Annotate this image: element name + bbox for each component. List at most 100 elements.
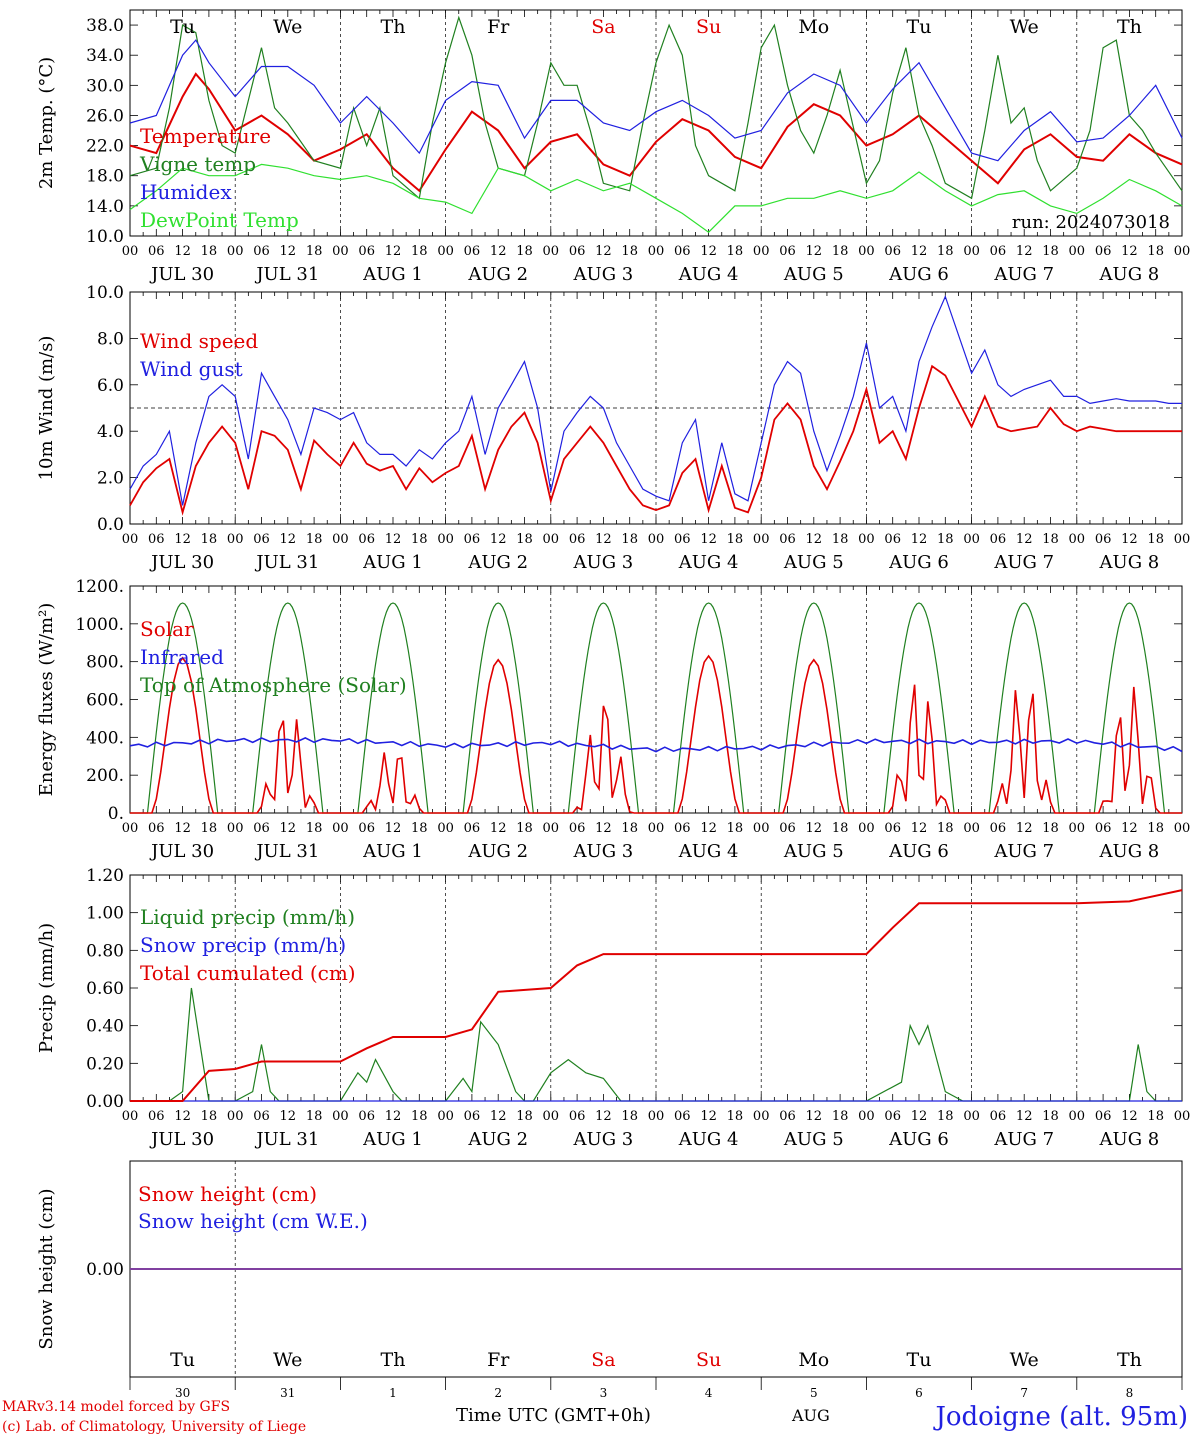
hour-tick-label: 00 [963, 1109, 980, 1124]
hour-tick-label: 18 [937, 532, 954, 547]
weekday-label: Tu [907, 1349, 932, 1371]
date-label: AUG 8 [1099, 841, 1160, 862]
date-label: AUG 3 [573, 264, 634, 285]
weekday-label: Th [1117, 1349, 1142, 1371]
day-number: 8 [1126, 1386, 1134, 1400]
hour-tick-label: 00 [753, 532, 770, 547]
hour-tick-label: 00 [543, 532, 560, 547]
hour-tick-label: 06 [358, 532, 375, 547]
hour-tick-label: 06 [990, 244, 1007, 259]
hour-tick-label: 12 [490, 1109, 507, 1124]
hour-tick-label: 12 [490, 244, 507, 259]
hour-tick-label: 18 [832, 532, 849, 547]
series-line [129, 15, 1183, 200]
legend-entry: Snow height (cm W.E.) [138, 1209, 368, 1233]
weekday-label: Th [1117, 16, 1142, 38]
date-label: AUG 6 [888, 264, 949, 285]
weekday-label: Mo [798, 16, 829, 38]
date-label: AUG 5 [783, 1129, 844, 1150]
weekday-label: Su [696, 1349, 721, 1371]
hour-tick-label: 06 [990, 1109, 1007, 1124]
hour-tick-label: 18 [727, 532, 744, 547]
hour-tick-label: 12 [911, 532, 928, 547]
day-number: 31 [280, 1386, 295, 1400]
y-tick-label: 0.40 [86, 1017, 124, 1037]
y-tick-label: 14.0 [86, 197, 124, 217]
y-tick-label: 4.0 [97, 422, 124, 442]
hour-tick-label: 00 [1069, 1109, 1086, 1124]
hour-tick-label: 18 [832, 1109, 849, 1124]
hour-tick-label: 18 [201, 532, 218, 547]
hour-tick-label: 12 [911, 244, 928, 259]
y-tick-label: 200. [86, 766, 124, 786]
hour-tick-label: 12 [174, 821, 191, 836]
hour-tick-label: 06 [990, 821, 1007, 836]
location-title: Jodoigne (alt. 95m) [935, 1402, 1188, 1432]
date-label: AUG 2 [467, 1129, 528, 1150]
hour-tick-label: 12 [385, 532, 402, 547]
series-line [129, 737, 1183, 753]
hour-tick-label: 00 [858, 244, 875, 259]
hour-tick-label: 06 [779, 821, 796, 836]
y-tick-label: 34.0 [86, 46, 124, 66]
hour-tick-label: 18 [306, 1109, 323, 1124]
hour-tick-label: 00 [122, 244, 139, 259]
date-label: AUG 8 [1099, 552, 1160, 573]
date-label: JUL 30 [149, 552, 214, 573]
y-tick-label: 30.0 [86, 76, 124, 96]
date-label: JUL 30 [149, 1129, 214, 1150]
weekday-label: We [273, 16, 302, 38]
weekday-label: We [1010, 16, 1039, 38]
hour-tick-label: 18 [516, 532, 533, 547]
hour-tick-label: 12 [806, 532, 823, 547]
hour-tick-label: 12 [806, 244, 823, 259]
hour-tick-label: 12 [490, 821, 507, 836]
hour-tick-label: 06 [1095, 821, 1112, 836]
hour-tick-label: 18 [1042, 1109, 1059, 1124]
y-tick-label: 400. [86, 728, 124, 748]
hour-tick-label: 00 [227, 1109, 244, 1124]
hour-tick-label: 06 [1095, 532, 1112, 547]
hour-tick-label: 18 [306, 244, 323, 259]
hour-tick-label: 06 [148, 821, 165, 836]
date-label: AUG 5 [783, 841, 844, 862]
hour-tick-label: 00 [963, 244, 980, 259]
hour-tick-label: 06 [148, 1109, 165, 1124]
hour-tick-label: 00 [543, 821, 560, 836]
hour-tick-label: 00 [1174, 532, 1191, 547]
hour-tick-label: 00 [437, 1109, 454, 1124]
legend-entry: Top of Atmosphere (Solar) [140, 673, 407, 697]
hour-tick-label: 18 [411, 1109, 428, 1124]
hour-tick-label: 12 [280, 244, 297, 259]
hour-tick-label: 18 [1147, 821, 1164, 836]
y-tick-label: 600. [86, 691, 124, 711]
hour-tick-label: 06 [884, 532, 901, 547]
hour-tick-label: 12 [385, 1109, 402, 1124]
date-label: JUL 31 [254, 552, 319, 573]
hour-tick-label: 18 [727, 1109, 744, 1124]
hour-tick-label: 06 [884, 244, 901, 259]
hour-tick-label: 18 [621, 532, 638, 547]
hour-tick-label: 06 [779, 244, 796, 259]
weekday-label: Tu [907, 16, 932, 38]
y-tick-label: 2.0 [97, 469, 124, 489]
series-line [130, 654, 1182, 814]
y-tick-label: 0.00 [86, 1092, 124, 1112]
hour-tick-label: 00 [1174, 1109, 1191, 1124]
hour-tick-label: 18 [411, 532, 428, 547]
day-number: 30 [175, 1386, 190, 1400]
date-label: AUG 3 [573, 841, 634, 862]
date-label: AUG 4 [678, 1129, 739, 1150]
series-line [129, 364, 1182, 516]
hour-tick-label: 18 [621, 1109, 638, 1124]
legend-entry: Wind gust [140, 357, 243, 381]
hour-tick-label: 18 [621, 821, 638, 836]
series-line [129, 72, 1183, 193]
hour-tick-label: 06 [148, 532, 165, 547]
weekday-label: Fr [487, 16, 510, 38]
hour-tick-label: 18 [411, 821, 428, 836]
hour-tick-label: 18 [516, 821, 533, 836]
hour-tick-label: 12 [385, 244, 402, 259]
weekday-label: Th [381, 1349, 406, 1371]
legend-entry: Infrared [140, 645, 224, 669]
